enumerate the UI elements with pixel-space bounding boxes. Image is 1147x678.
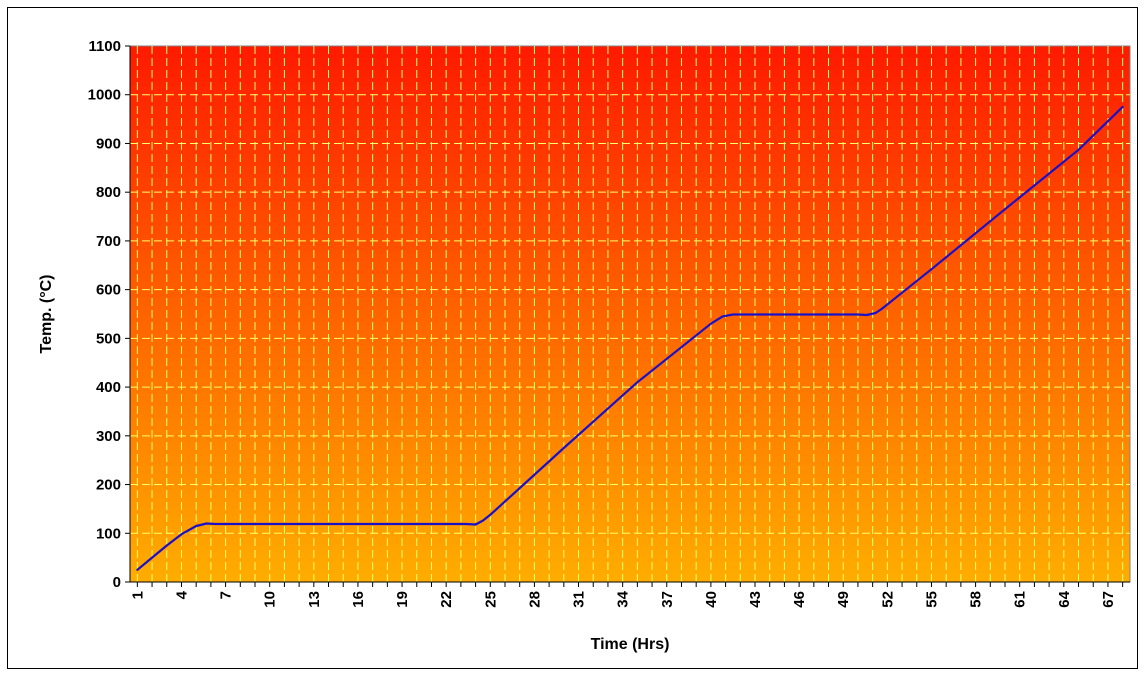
y-tick-label: 0 — [113, 574, 121, 591]
series-layer — [136, 105, 1124, 571]
x-tick-label: 31 — [571, 591, 588, 608]
x-tick-label: 64 — [1056, 590, 1073, 607]
x-tick-label: 34 — [615, 590, 632, 607]
y-tick-label: 500 — [96, 330, 121, 347]
x-tick-label: 49 — [835, 591, 852, 608]
x-tick-label: 61 — [1012, 591, 1029, 608]
x-tick-label: 1 — [129, 591, 146, 599]
x-tick-label: 13 — [306, 591, 323, 608]
grid-lines — [130, 46, 1130, 582]
x-tick-label: 55 — [923, 591, 940, 608]
y-tick-label: 700 — [96, 233, 121, 250]
plot-area — [129, 45, 1131, 583]
x-tick-label: 19 — [394, 591, 411, 608]
x-tick-label: 67 — [1100, 591, 1117, 608]
x-tick-label: 25 — [482, 591, 499, 608]
y-tick-label: 400 — [96, 379, 121, 396]
x-tick-label: 46 — [791, 591, 808, 608]
x-tick-label: 58 — [968, 591, 985, 608]
y-tick-label: 900 — [96, 135, 121, 152]
x-tick-label: 52 — [879, 591, 896, 608]
y-tick-label: 1100 — [88, 38, 121, 55]
axes — [125, 45, 1130, 587]
x-tick-label: 40 — [703, 591, 720, 608]
series-line — [136, 105, 1124, 571]
tick-labels: 0 100 200 300 400 500 600 700 800 900 1000 1100 1 4 7 1… — [88, 38, 1117, 608]
y-tick-label: 100 — [96, 525, 121, 542]
y-tick-label: 1000 — [88, 87, 121, 104]
y-axis-title: Temp. (°C) — [38, 275, 55, 354]
x-tick-label: 10 — [262, 591, 279, 608]
y-tick-label: 300 — [96, 428, 121, 445]
x-tick-label: 37 — [659, 591, 676, 608]
y-tick-label: 600 — [96, 282, 121, 299]
y-tick-label: 800 — [96, 184, 121, 201]
x-tick-label: 4 — [173, 590, 190, 599]
y-tick-label: 200 — [96, 477, 121, 494]
x-tick-label: 28 — [526, 591, 543, 608]
x-tick-label: 7 — [218, 591, 235, 599]
x-tick-label: 43 — [747, 591, 764, 608]
x-tick-label: 22 — [438, 591, 455, 608]
x-axis-title: Time (Hrs) — [591, 636, 670, 653]
x-tick-label: 16 — [350, 591, 367, 608]
